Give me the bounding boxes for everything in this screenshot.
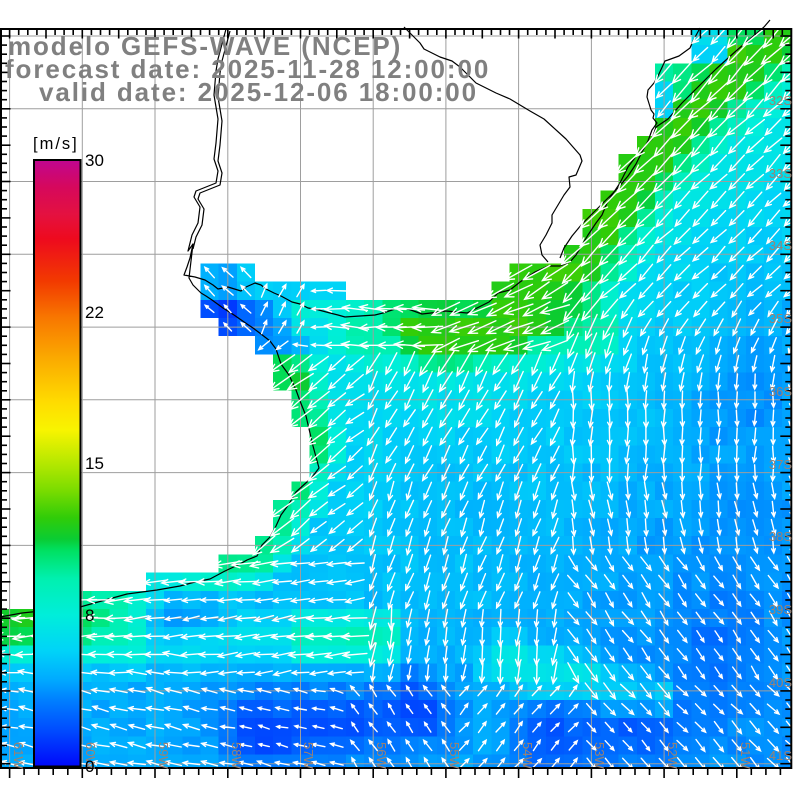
svg-text:55W: 55W — [447, 742, 462, 769]
svg-text:39S: 39S — [769, 602, 792, 617]
svg-text:59W: 59W — [156, 742, 171, 769]
svg-text:60W: 60W — [83, 742, 98, 769]
svg-text:[m/s]: [m/s] — [33, 135, 79, 153]
svg-text:33S: 33S — [769, 166, 792, 181]
svg-text:41S: 41S — [769, 748, 792, 763]
svg-text:modelo GEFS-WAVE (NCEP): modelo GEFS-WAVE (NCEP) — [8, 31, 402, 61]
svg-text:37S: 37S — [769, 457, 792, 472]
svg-text:36S: 36S — [769, 384, 792, 399]
svg-text:57W: 57W — [301, 742, 316, 769]
svg-text:58W: 58W — [229, 742, 244, 769]
svg-text:38S: 38S — [769, 529, 792, 544]
svg-text:52W: 52W — [665, 742, 680, 769]
svg-text:8: 8 — [85, 606, 94, 625]
svg-text:61W: 61W — [11, 742, 26, 769]
svg-text:54W: 54W — [520, 742, 535, 769]
svg-text:35S: 35S — [769, 311, 792, 326]
svg-text:30: 30 — [85, 151, 104, 170]
svg-text:22: 22 — [85, 303, 104, 322]
svg-text:15: 15 — [85, 454, 104, 473]
svg-text:32S: 32S — [769, 93, 792, 108]
svg-text:34S: 34S — [769, 238, 792, 253]
svg-text:valid date: 2025-12-06 18:00:0: valid date: 2025-12-06 18:00:00 — [39, 77, 478, 107]
svg-text:0: 0 — [85, 757, 94, 776]
svg-text:forecast date: 2025-11-28 12:0: forecast date: 2025-11-28 12:00:00 — [5, 54, 490, 84]
svg-text:40S: 40S — [769, 675, 792, 690]
svg-text:51W: 51W — [738, 742, 753, 769]
svg-text:56W: 56W — [374, 742, 389, 769]
svg-text:53W: 53W — [592, 742, 607, 769]
